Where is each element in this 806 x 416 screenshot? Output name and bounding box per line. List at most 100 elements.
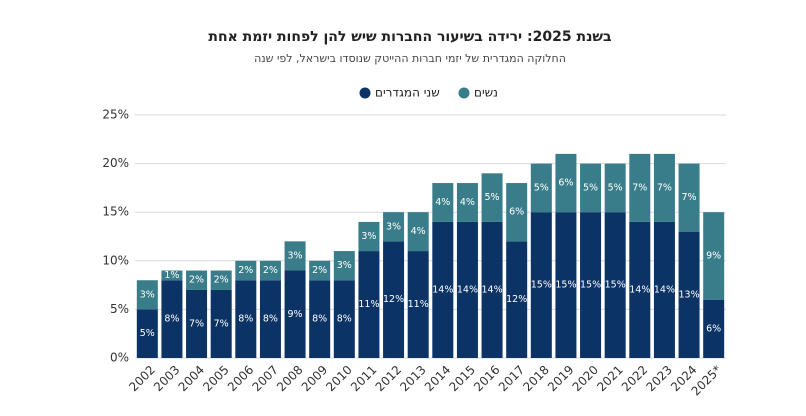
bar-segment: [309, 260, 331, 281]
x-tick-label: 2004: [176, 363, 207, 394]
x-tick-label: 2008: [274, 363, 305, 394]
x-tick-label: 2011: [348, 363, 379, 394]
bar-segment: [555, 153, 577, 213]
value-label: 2%: [238, 265, 253, 276]
bar-segment: [530, 163, 552, 213]
value-label: 7%: [214, 318, 229, 329]
y-tick-label: 5%: [110, 302, 129, 316]
bar-segment: [580, 163, 602, 213]
bar-segment: [456, 183, 478, 222]
value-label: 5%: [534, 182, 549, 193]
legend-marker: [458, 87, 470, 99]
value-label: 3%: [337, 260, 352, 271]
bar-segment: [136, 309, 158, 358]
value-label: 15%: [531, 280, 552, 291]
bar-segment: [284, 270, 306, 358]
value-label: 1%: [164, 270, 179, 281]
x-tick-label: 2012: [373, 363, 404, 394]
bar-segment: [481, 173, 503, 222]
bar-segment: [678, 163, 700, 232]
bar-segment: [432, 221, 454, 358]
bar-segment: [309, 280, 331, 358]
value-label: 5%: [140, 328, 155, 339]
bar-segment: [358, 251, 380, 358]
x-tick-label: 2010: [323, 363, 354, 394]
value-label: 6%: [558, 178, 573, 189]
bar-segment: [210, 270, 232, 290]
x-tick-label: 2022: [619, 363, 650, 394]
value-label: 5%: [608, 182, 623, 193]
value-label: 5%: [485, 192, 500, 203]
value-label: 7%: [657, 182, 672, 193]
bar-segment: [604, 212, 626, 358]
bar-segment: [284, 241, 306, 271]
x-tick-label: 2015: [447, 363, 478, 394]
bar-segment: [259, 260, 281, 281]
value-label: 9%: [706, 250, 721, 261]
bar-segment: [407, 251, 429, 358]
value-label: 6%: [509, 207, 524, 218]
bar-segment: [259, 280, 281, 358]
x-tick-label: 2021: [594, 363, 625, 394]
x-tick-label: 2005: [200, 363, 231, 394]
x-tick-label: 2020: [570, 363, 601, 394]
bar-segment: [678, 231, 700, 358]
bar-segment: [506, 183, 528, 242]
value-label: 8%: [263, 314, 278, 325]
value-label: 6%: [706, 323, 721, 334]
x-tick-label: 2018: [520, 363, 551, 394]
bar-segment: [604, 163, 626, 213]
bar-segment: [506, 241, 528, 358]
y-tick-label: 25%: [102, 108, 129, 122]
bar-segment: [530, 212, 552, 358]
value-label: 3%: [140, 289, 155, 300]
bar-segment: [432, 183, 454, 222]
value-label: 14%: [457, 284, 478, 295]
value-label: 8%: [312, 314, 327, 325]
value-label: 15%: [605, 280, 626, 291]
bar-segment: [235, 260, 257, 281]
value-label: 12%: [383, 294, 404, 305]
legend-label: נשים: [474, 86, 498, 100]
x-tick-label: 2003: [151, 363, 182, 394]
bar-segment: [456, 221, 478, 358]
bar-segment: [481, 221, 503, 358]
bar-segment: [383, 212, 405, 242]
value-label: 14%: [654, 284, 675, 295]
value-label: 11%: [358, 299, 379, 310]
value-label: 4%: [411, 226, 426, 237]
value-label: 12%: [506, 294, 527, 305]
y-tick-label: 10%: [102, 253, 129, 267]
bar-segment: [555, 212, 577, 358]
value-label: 2%: [214, 275, 229, 286]
x-tick-label: 2014: [422, 363, 453, 394]
bar-segment: [703, 212, 725, 300]
bar-segment: [186, 289, 208, 358]
bar-segment: [653, 221, 675, 358]
x-tick-label: 2007: [250, 363, 281, 394]
y-tick-label: 15%: [102, 205, 129, 219]
x-tick-label: 2016: [471, 363, 502, 394]
value-label: 7%: [632, 182, 647, 193]
value-label: 2%: [189, 275, 204, 286]
bar-segment: [161, 280, 183, 358]
value-label: 4%: [460, 197, 475, 208]
value-label: 14%: [432, 284, 453, 295]
x-tick-label: 2023: [644, 363, 675, 394]
bar-segment: [333, 280, 355, 358]
bar-segment: [653, 153, 675, 222]
bar-segment: [333, 251, 355, 281]
x-tick-label: 2009: [299, 363, 330, 394]
value-label: 3%: [386, 221, 401, 232]
x-tick-label: 2013: [397, 363, 428, 394]
legend-marker: [359, 87, 371, 99]
bar-segment: [703, 299, 725, 358]
bar-segment: [580, 212, 602, 358]
value-label: 9%: [288, 309, 303, 320]
value-label: 4%: [435, 197, 450, 208]
value-label: 15%: [555, 280, 576, 291]
x-tick-label: 2019: [545, 363, 576, 394]
bar-segment: [407, 212, 429, 252]
bar-segment: [629, 153, 651, 222]
